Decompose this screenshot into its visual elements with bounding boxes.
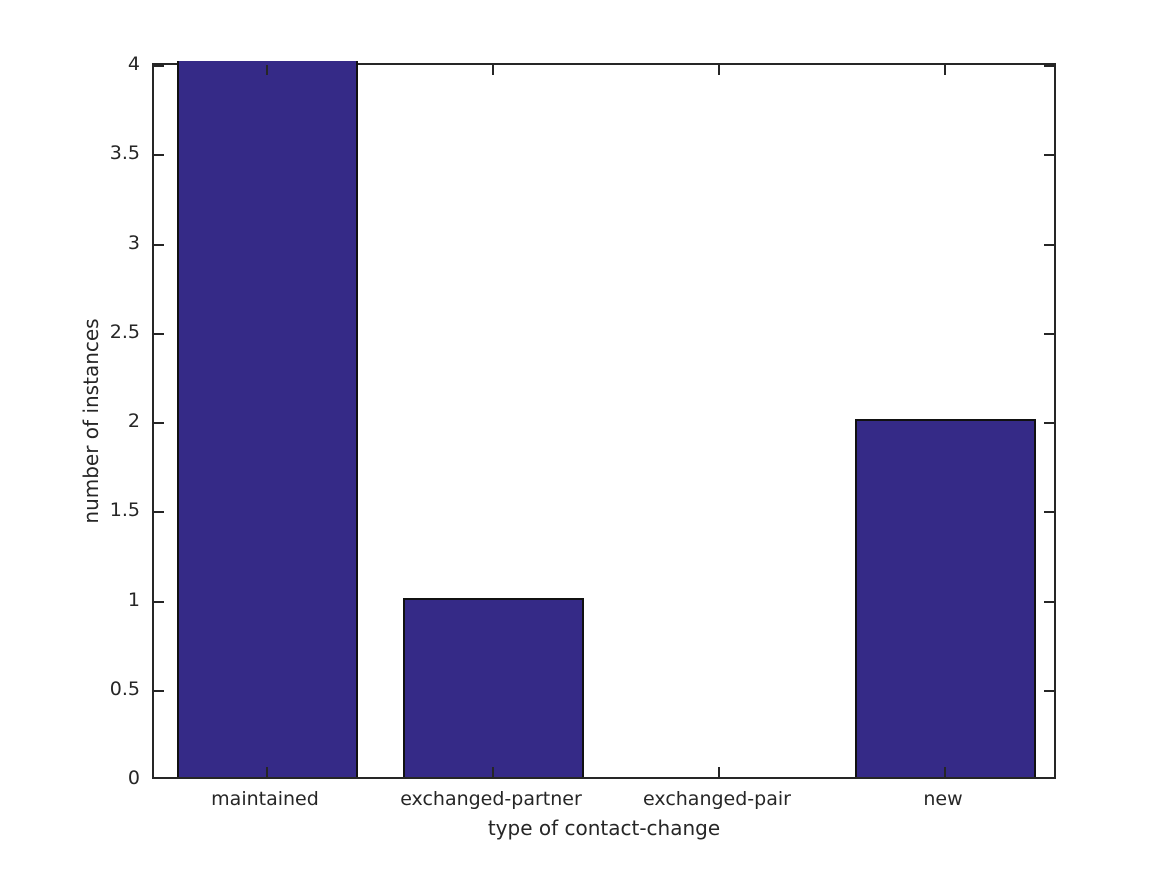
y-tick-label: 3 [127, 232, 140, 254]
y-tick-right [1044, 244, 1054, 246]
x-tick-bottom [492, 767, 494, 777]
y-tick-label: 2 [127, 410, 140, 432]
plot-area [152, 61, 1056, 779]
y-tick-right [1044, 690, 1054, 692]
y-tick-right [1044, 511, 1054, 513]
y-tick-label: 4 [127, 53, 140, 75]
y-tick-left [154, 65, 164, 67]
y-tick-label: 1.5 [109, 499, 140, 521]
x-tick-top [492, 65, 494, 75]
bar-maintained [177, 61, 358, 777]
y-tick-left [154, 333, 164, 335]
y-tick-right [1044, 154, 1054, 156]
x-tick-label-maintained: maintained [211, 788, 319, 810]
bar-exchanged-partner [403, 598, 584, 777]
y-tick-label: 0 [127, 767, 140, 789]
x-tick-bottom [718, 767, 720, 777]
y-tick-left [154, 422, 164, 424]
y-tick-left [154, 511, 164, 513]
y-tick-right [1044, 333, 1054, 335]
x-axis-label: type of contact-change [487, 816, 721, 840]
y-tick-label: 3.5 [109, 142, 140, 164]
x-tick-top [266, 65, 268, 75]
y-tick-right [1044, 777, 1054, 779]
y-tick-right [1044, 65, 1054, 67]
x-tick-bottom [944, 767, 946, 777]
x-tick-top [718, 65, 720, 75]
x-tick-label-new: new [923, 788, 963, 810]
y-tick-label: 1 [127, 589, 140, 611]
y-tick-label: 0.5 [109, 678, 140, 700]
y-tick-label: 2.5 [109, 321, 140, 343]
x-tick-bottom [266, 767, 268, 777]
x-tick-label-exchanged-partner: exchanged-partner [400, 788, 582, 810]
y-tick-left [154, 777, 164, 779]
y-tick-left [154, 690, 164, 692]
y-tick-left [154, 244, 164, 246]
y-tick-right [1044, 601, 1054, 603]
y-tick-left [154, 601, 164, 603]
bar-new [855, 419, 1036, 777]
x-tick-top [944, 65, 946, 75]
y-tick-right [1044, 422, 1054, 424]
x-tick-label-exchanged-pair: exchanged-pair [643, 788, 791, 810]
y-tick-left [154, 154, 164, 156]
